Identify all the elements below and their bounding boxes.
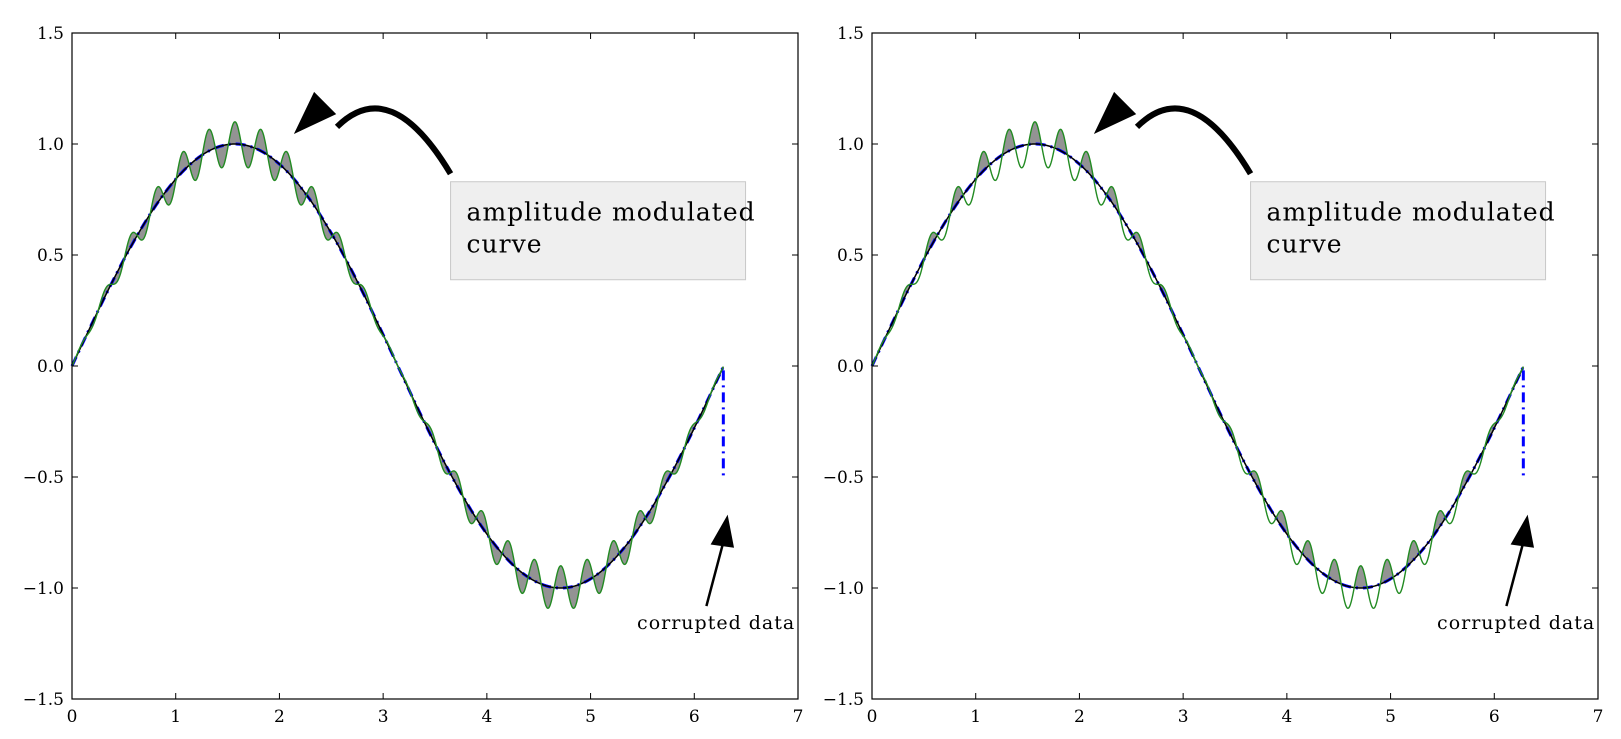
x-tick-label: 7 — [793, 707, 804, 727]
x-tick-label: 1 — [970, 707, 981, 727]
y-tick-label: 0.5 — [37, 246, 64, 266]
annotation-text: amplitude modulated — [467, 198, 756, 227]
annotation-amplitude-modulated: amplitude modulated curve — [293, 91, 756, 281]
chart-panel-right: 0 1 2 3 4 5 6 7 −1.5 −1.0 −0.5 0.0 0.5 1.0 1.5 amplitud… — [823, 24, 1604, 727]
annotation-box — [450, 181, 747, 281]
x-tick-label: 6 — [1489, 707, 1500, 727]
x-tick-label: 0 — [867, 707, 878, 727]
annotation-arrow-shaft — [705, 537, 726, 607]
y-tick-label: −1.5 — [823, 690, 864, 710]
annotation-text: curve — [1267, 230, 1343, 259]
fill-region — [1354, 565, 1368, 588]
y-tick-label: 1.5 — [837, 24, 864, 44]
fill-region — [1302, 540, 1315, 567]
y-tick-label: 0.0 — [837, 357, 864, 377]
annotation-amplitude-modulated: amplitude modulated curve — [1093, 91, 1556, 281]
y-tick-label: 0.0 — [37, 357, 64, 377]
fill-region — [976, 151, 990, 179]
y-tick-label: 1.0 — [37, 135, 64, 155]
x-tick-label: 5 — [585, 707, 596, 727]
series-line-2 — [871, 121, 1524, 610]
annotation-arrow-head — [710, 514, 735, 548]
annotation-text: curve — [467, 230, 543, 259]
y-tick-label: −1.0 — [23, 579, 64, 599]
fill-region — [1080, 151, 1094, 179]
fill-region — [1406, 540, 1420, 567]
y-tick-label: −0.5 — [23, 468, 64, 488]
y-tick-label: −1.5 — [23, 690, 64, 710]
x-tick-label: 0 — [67, 707, 78, 727]
fill-region — [1106, 186, 1120, 214]
y-tick-label: 0.5 — [837, 246, 864, 266]
axes-frame — [871, 32, 1599, 700]
annotation-corrupted-data: corrupted data — [1437, 514, 1595, 634]
axes-frame — [71, 32, 799, 700]
series-line-2 — [71, 121, 724, 610]
x-tick-label: 4 — [481, 707, 492, 727]
x-tick-label: 2 — [274, 707, 285, 727]
y-tick-label: −0.5 — [823, 468, 864, 488]
x-tick-label: 2 — [1074, 707, 1085, 727]
x-tick-label: 7 — [1593, 707, 1604, 727]
annotation-arrow-head — [1093, 91, 1137, 134]
y-tick-label: 1.5 — [37, 24, 64, 44]
annotation-arrow-shaft — [1134, 105, 1254, 176]
x-tick-label: 6 — [689, 707, 700, 727]
annotation-arrow-head — [1510, 514, 1535, 548]
x-tick-label: 3 — [378, 707, 389, 727]
annotation-arrow-shaft — [334, 105, 454, 176]
y-tick-label: −1.0 — [823, 579, 864, 599]
x-tick-label: 5 — [1385, 707, 1396, 727]
annotation-arrow-head — [293, 91, 337, 134]
x-tick-label: 4 — [1281, 707, 1292, 727]
chart-panel-left: 0 1 2 3 4 5 6 7 −1.5 −1.0 −0.5 0.0 0.5 1.0 1.5 amplitud… — [23, 24, 804, 727]
y-tick-label: 1.0 — [837, 135, 864, 155]
x-tick-label: 3 — [1178, 707, 1189, 727]
annotation-corrupted-data: corrupted data — [637, 514, 795, 634]
annotation-text: amplitude modulated — [1267, 198, 1556, 227]
annotation-text: corrupted data — [1437, 612, 1595, 634]
annotation-text: corrupted data — [637, 612, 795, 634]
annotation-box — [1250, 181, 1547, 281]
x-tick-label: 1 — [170, 707, 181, 727]
annotation-arrow-shaft — [1505, 537, 1526, 607]
